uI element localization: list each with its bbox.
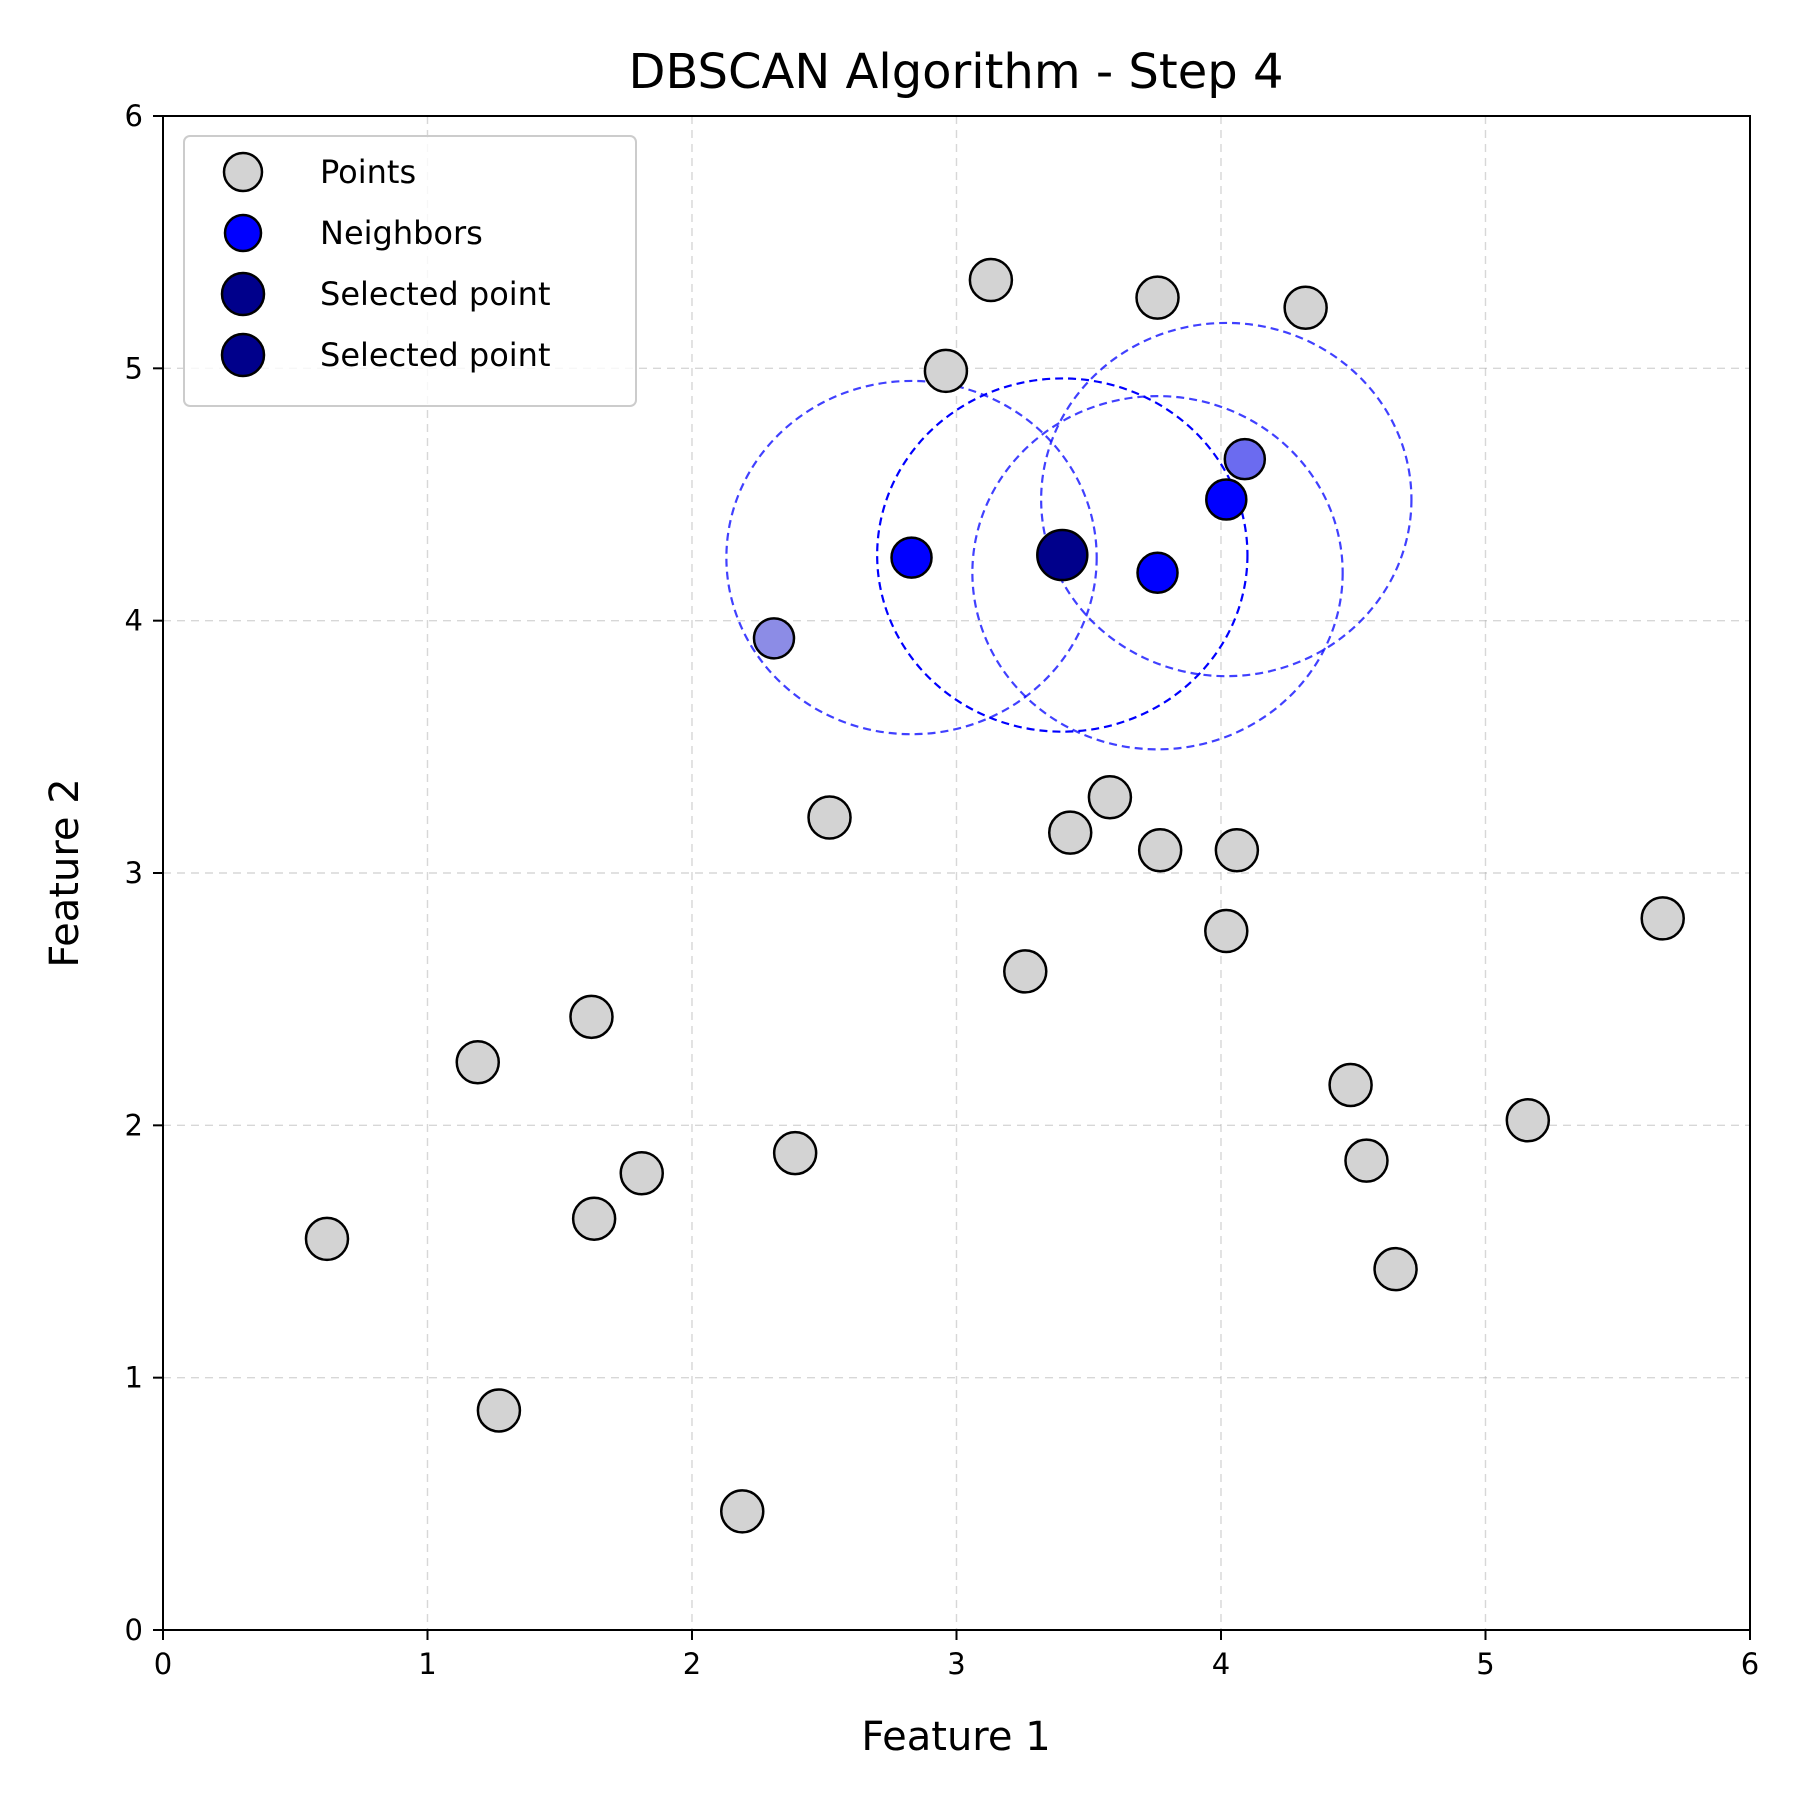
data-point — [923, 348, 969, 394]
neighbor-point — [890, 536, 933, 579]
chart-title: DBSCAN Algorithm - Step 4 — [628, 44, 1283, 100]
legend-label: Selected point — [320, 275, 551, 313]
legend-label: Selected point — [320, 336, 551, 374]
data-point — [1137, 828, 1183, 873]
eps-circle — [971, 394, 1344, 751]
data-point — [1283, 285, 1328, 331]
eps-circles — [725, 321, 1413, 751]
data-point — [1214, 828, 1260, 873]
data-point — [304, 1216, 350, 1262]
x-tick-label: 5 — [1476, 1647, 1494, 1681]
eps-circle — [876, 377, 1249, 733]
data-point — [1087, 775, 1133, 820]
y-tick-label: 5 — [125, 351, 143, 385]
legend-box — [183, 135, 637, 407]
data-point — [1204, 908, 1249, 954]
data-point — [476, 1388, 522, 1433]
y-tick-label: 2 — [125, 1108, 143, 1142]
x-tick-label: 6 — [1741, 1647, 1759, 1681]
visited-point — [1223, 437, 1267, 481]
data-point — [807, 795, 852, 840]
data-point — [772, 1130, 818, 1176]
data-point — [1135, 275, 1180, 320]
y-axis-title: Feature 2 — [42, 778, 88, 967]
legend-marker-points — [222, 151, 264, 193]
x-tick-label: 2 — [683, 1647, 701, 1681]
legend-label: Neighbors — [320, 214, 483, 252]
neighbor-point — [1205, 478, 1248, 521]
y-tick-label: 3 — [125, 856, 143, 890]
data-point — [571, 1196, 617, 1241]
data-point — [1328, 1062, 1373, 1108]
points-layer — [304, 257, 1685, 1534]
x-axis-title: Feature 1 — [861, 1714, 1050, 1760]
data-point — [1505, 1098, 1551, 1143]
data-point — [1003, 949, 1048, 994]
ticks: 0 1 2 3 4 5 6 0 1 2 3 4 5 6 — [125, 99, 1760, 1681]
x-tick-label: 0 — [154, 1647, 172, 1681]
data-point — [569, 994, 614, 1040]
visited-point — [752, 617, 796, 660]
eps-circle — [1040, 321, 1413, 678]
x-tick-label: 3 — [947, 1647, 965, 1681]
y-tick-label: 4 — [125, 604, 143, 638]
legend: Points Neighbors Selected point Selected po… — [183, 135, 637, 407]
data-point — [720, 1489, 765, 1534]
data-point — [1373, 1246, 1418, 1292]
neighbor-point — [1136, 551, 1179, 594]
selected-point — [1036, 528, 1089, 582]
plot-area — [304, 257, 1685, 1534]
y-tick-label: 6 — [125, 99, 143, 133]
data-point — [455, 1040, 501, 1085]
data-point — [1640, 896, 1685, 941]
x-tick-label: 1 — [418, 1647, 436, 1681]
data-point — [968, 257, 1014, 303]
legend-marker-selected — [220, 332, 266, 378]
legend-marker-neighbors — [223, 213, 263, 253]
x-tick-label: 4 — [1212, 1647, 1230, 1681]
y-tick-label: 0 — [125, 1613, 143, 1647]
data-point — [1344, 1138, 1389, 1183]
legend-label: Points — [320, 153, 416, 191]
eps-circle — [725, 379, 1098, 736]
data-point — [1047, 810, 1093, 855]
data-point — [619, 1151, 664, 1196]
y-tick-label: 1 — [125, 1361, 143, 1395]
legend-marker-selected — [220, 271, 266, 317]
